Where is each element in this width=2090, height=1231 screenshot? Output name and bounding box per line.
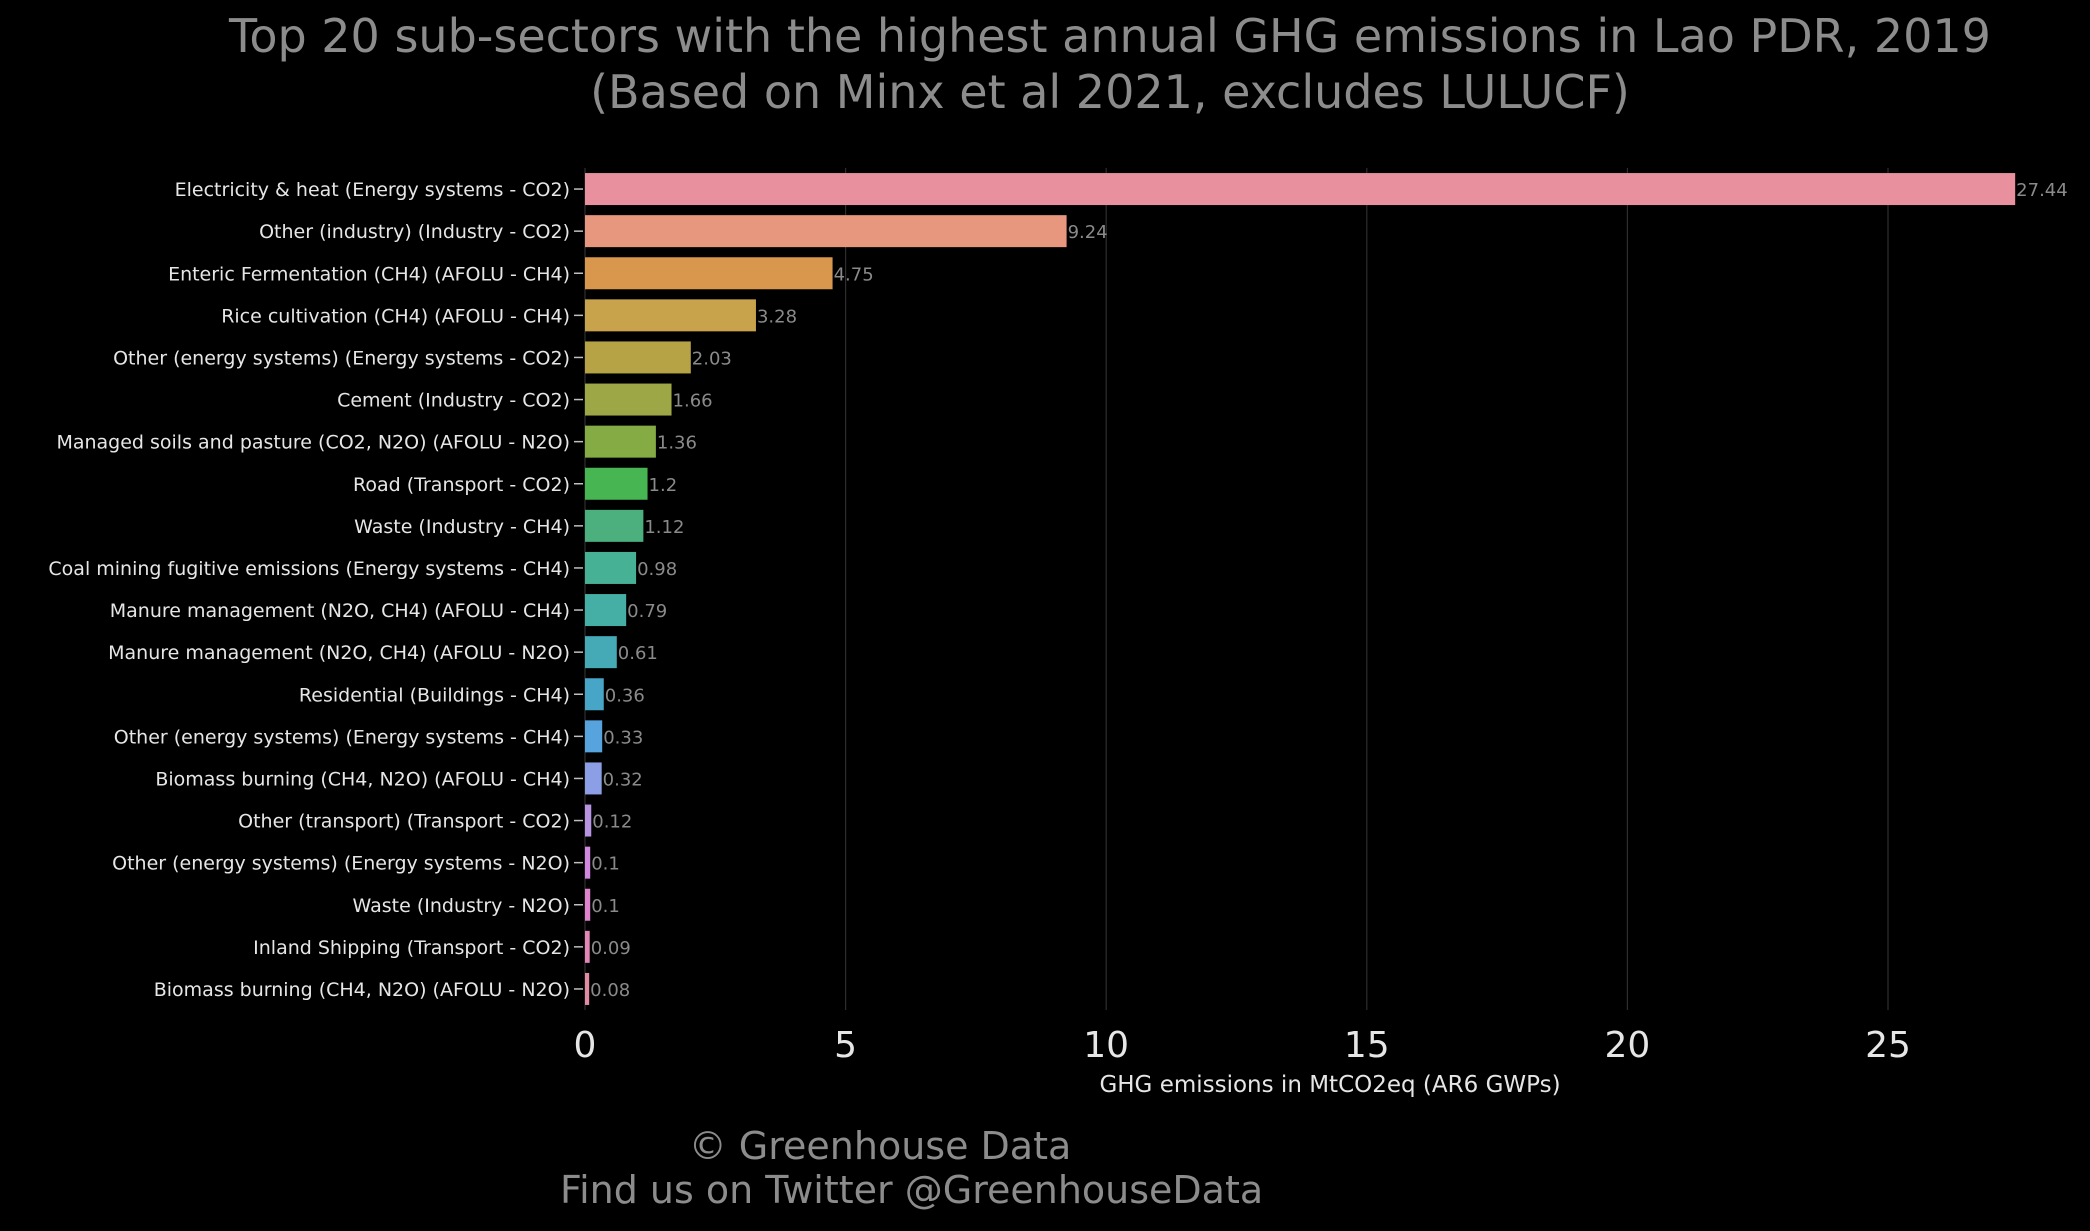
footer-twitter: Find us on Twitter @GreenhouseData <box>560 1168 1264 1212</box>
category-label: Cement (Industry - CO2) <box>337 390 570 412</box>
value-label: 1.2 <box>649 475 678 496</box>
x-tick-label: 15 <box>1344 1025 1390 1066</box>
value-label: 0.61 <box>618 643 658 664</box>
bar <box>585 594 627 627</box>
category-label: Enteric Fermentation (CH4) (AFOLU - CH4) <box>168 263 570 285</box>
category-label: Waste (Industry - CH4) <box>354 516 570 538</box>
bar <box>585 930 590 963</box>
value-label: 0.1 <box>591 896 620 917</box>
bar <box>585 257 833 290</box>
bar <box>585 972 590 1005</box>
bar <box>585 509 644 542</box>
x-tick-label: 10 <box>1083 1025 1129 1066</box>
x-tick-label: 20 <box>1604 1025 1650 1066</box>
bar <box>585 888 591 921</box>
category-label: Other (energy systems) (Energy systems -… <box>113 347 570 369</box>
chart-title: Top 20 sub-sectors with the highest annu… <box>180 8 2040 120</box>
bar <box>585 215 1067 248</box>
category-labels: Electricity & heat (Energy systems - CO2… <box>48 179 583 1001</box>
footer: © Greenhouse Data Find us on Twitter @Gr… <box>560 1124 1264 1212</box>
grid-lines <box>584 168 1889 1010</box>
category-label: Residential (Buildings - CH4) <box>299 684 570 706</box>
value-label: 1.12 <box>644 517 684 538</box>
bar <box>585 762 602 795</box>
bar <box>585 551 637 584</box>
value-label: 3.28 <box>757 306 797 327</box>
bar <box>585 341 691 374</box>
bar <box>585 425 656 458</box>
bar <box>585 636 617 669</box>
value-label: 2.03 <box>692 348 732 369</box>
bar <box>585 173 2016 206</box>
category-label: Other (energy systems) (Energy systems -… <box>114 726 570 748</box>
category-label: Waste (Industry - N2O) <box>353 895 570 917</box>
chart-title-main: Top 20 sub-sectors with the highest annu… <box>229 9 1991 63</box>
value-label: 4.75 <box>834 264 874 285</box>
category-label: Road (Transport - CO2) <box>353 474 570 496</box>
value-label: 27.44 <box>2016 180 2068 201</box>
footer-copyright: © Greenhouse Data <box>688 1124 1072 1168</box>
value-label: 0.36 <box>605 685 645 706</box>
bar <box>585 678 604 711</box>
bars <box>585 173 2016 1005</box>
value-label: 0.1 <box>591 854 620 875</box>
bar <box>585 804 592 837</box>
x-tick-label: 0 <box>574 1025 597 1066</box>
category-label: Biomass burning (CH4, N2O) (AFOLU - N2O) <box>154 979 570 1001</box>
category-label: Other (transport) (Transport - CO2) <box>238 811 570 833</box>
category-label: Inland Shipping (Transport - CO2) <box>253 937 570 959</box>
value-label: 0.79 <box>627 601 667 622</box>
value-labels: 27.44 9.24 4.75 3.28 2.03 1.66 1.36 1.2 1.12 0.98… <box>590 180 2068 1001</box>
category-label: Electricity & heat (Energy systems - CO2… <box>175 179 570 201</box>
category-label: Other (energy systems) (Energy systems -… <box>112 853 570 875</box>
x-tick-label: 25 <box>1865 1025 1911 1066</box>
bar <box>585 467 648 500</box>
category-label: Rice cultivation (CH4) (AFOLU - CH4) <box>221 305 570 327</box>
bar <box>585 383 672 416</box>
bar <box>585 720 603 753</box>
chart-subtitle: (Based on Minx et al 2021, excludes LULU… <box>590 65 1630 119</box>
x-tick-label: 5 <box>834 1025 857 1066</box>
category-label: Coal mining fugitive emissions (Energy s… <box>48 558 570 580</box>
category-label: Managed soils and pasture (CO2, N2O) (AF… <box>56 432 570 454</box>
value-label: 0.12 <box>592 812 632 833</box>
value-label: 0.08 <box>590 980 630 1001</box>
value-label: 0.98 <box>637 559 677 580</box>
value-label: 1.66 <box>673 391 713 412</box>
value-label: 9.24 <box>1068 222 1108 243</box>
x-axis-label: GHG emissions in MtCO2eq (AR6 GWPs) <box>1099 1072 1560 1098</box>
value-label: 0.33 <box>603 727 643 748</box>
category-label: Manure management (N2O, CH4) (AFOLU - N2… <box>108 642 570 664</box>
bar <box>585 846 591 879</box>
bar <box>585 299 756 332</box>
value-label: 1.36 <box>657 433 697 454</box>
category-label: Other (industry) (Industry - CO2) <box>259 221 570 243</box>
category-label: Manure management (N2O, CH4) (AFOLU - CH… <box>110 600 570 622</box>
value-label: 0.09 <box>591 938 631 959</box>
value-label: 0.32 <box>603 769 643 790</box>
category-label: Biomass burning (CH4, N2O) (AFOLU - CH4) <box>155 768 570 790</box>
x-axis-ticks: 0 5 10 15 20 25 <box>574 1025 1911 1066</box>
